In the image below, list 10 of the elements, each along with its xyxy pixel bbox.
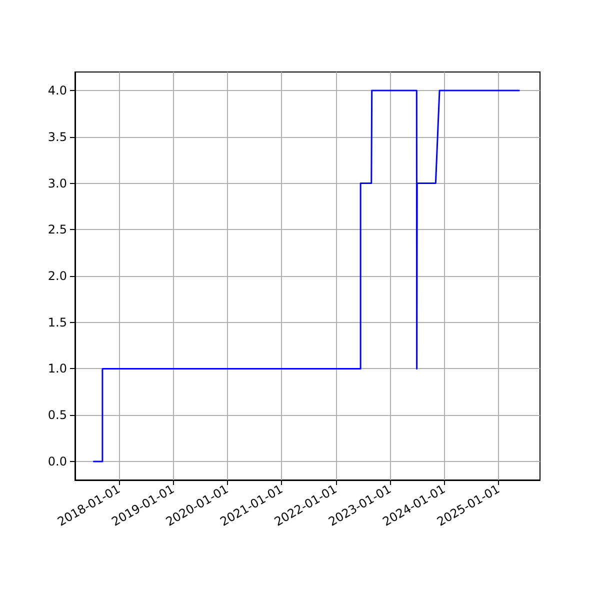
- line-series: [92, 90, 520, 462]
- y-tick-label: 3.0: [48, 176, 67, 190]
- y-tick-label: 0.0: [48, 454, 67, 468]
- y-tick-label: 1.5: [48, 315, 67, 330]
- y-tick-label: 3.5: [48, 130, 67, 144]
- y-tick-label: 2.5: [48, 222, 67, 237]
- y-tick-label: 2.0: [48, 269, 67, 283]
- y-tick-label: 4.0: [48, 84, 67, 98]
- y-tick-label: 1.0: [48, 362, 67, 376]
- y-tick-label: 0.5: [48, 408, 67, 422]
